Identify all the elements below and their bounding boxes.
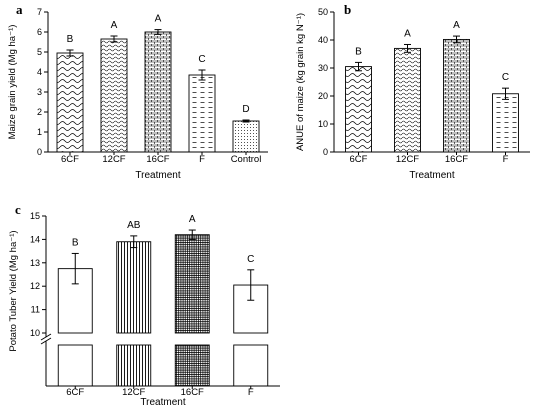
bar <box>492 93 519 153</box>
x-tick-label: F <box>199 154 205 165</box>
bar <box>116 241 152 334</box>
bar <box>174 234 210 334</box>
bar <box>56 52 84 153</box>
y-tick-label: 40 <box>318 35 328 45</box>
significance-letter: A <box>404 28 411 39</box>
y-axis-title: ANUE of maize (kg grain kg N⁻¹) <box>295 13 306 151</box>
y-tick-label: 50 <box>318 7 328 17</box>
significance-letter: B <box>355 46 362 57</box>
bar <box>345 66 372 153</box>
x-tick-label: 16CF <box>181 387 204 398</box>
error-bar <box>247 269 255 301</box>
y-axis-title: Maize grain yield (Mg ha⁻¹) <box>7 25 18 140</box>
x-axis-title: Treatment <box>409 170 454 181</box>
x-tick-label: 6CF <box>61 154 79 165</box>
y-tick-label: 6 <box>37 27 42 37</box>
panel-b-chart: b B 6CF A 12CF A 16CF C F 0 10 20 30 40 50 Treatment ANU… <box>295 2 530 181</box>
significance-letter: B <box>67 34 74 45</box>
significance-letter: C <box>502 72 509 83</box>
significance-letter: A <box>111 20 118 31</box>
y-tick-label: 15 <box>30 211 40 221</box>
y-tick-label: 2 <box>37 107 42 117</box>
x-axis-title: Treatment <box>140 397 185 408</box>
x-tick-label: 12CF <box>396 154 419 165</box>
x-tick-label: 16CF <box>445 154 468 165</box>
y-tick-label: 11 <box>31 305 40 315</box>
bar <box>100 38 128 153</box>
error-bar <box>198 69 206 81</box>
x-tick-label: F <box>248 387 254 398</box>
significance-letter: B <box>72 237 79 248</box>
bar <box>443 38 470 153</box>
bar <box>394 47 421 153</box>
y-tick-label: 13 <box>30 258 40 268</box>
y-tick-label: 5 <box>37 47 42 57</box>
error-bar <box>502 87 509 100</box>
y-tick-label: 1 <box>37 127 42 137</box>
axis-break-mark <box>40 333 52 341</box>
significance-letter: C <box>198 54 205 65</box>
y-tick-label: 14 <box>30 234 40 244</box>
bar <box>232 120 260 153</box>
y-tick-label: 0 <box>37 147 42 157</box>
y-tick-label: 0 <box>323 147 328 157</box>
error-bar <box>110 35 118 43</box>
x-axis-title: Treatment <box>135 170 180 181</box>
error-bar <box>453 35 460 44</box>
x-tick-label: Control <box>231 154 262 165</box>
bar-lower <box>233 344 269 387</box>
error-bar <box>355 61 362 72</box>
error-bar <box>66 49 74 57</box>
significance-letter: A <box>189 214 196 225</box>
bar <box>57 268 93 334</box>
panel-letter: a <box>16 2 23 17</box>
significance-letter: A <box>453 20 460 31</box>
y-tick-label: 7 <box>37 7 42 17</box>
significance-letter: A <box>155 14 162 25</box>
panel-letter: c <box>15 202 21 217</box>
y-tick-label: 30 <box>318 63 328 73</box>
y-axis-title: Potato Tuber Yield (Mg ha⁻¹) <box>8 230 19 351</box>
error-bar <box>130 235 138 249</box>
error-bar <box>404 43 411 53</box>
x-tick-label: 12CF <box>122 387 145 398</box>
significance-letter: C <box>247 254 254 265</box>
x-tick-label: F <box>503 154 509 165</box>
panel-a-chart: a B 6CF A 12CF A 16CF C F D Control 0 1 2 3 4 5 6 7 Treatme… <box>7 2 268 181</box>
significance-letter: AB <box>127 220 141 231</box>
y-tick-label: 12 <box>30 281 40 291</box>
error-bar <box>71 252 79 285</box>
y-tick-label: 10 <box>318 119 328 129</box>
x-tick-label: 12CF <box>102 154 125 165</box>
x-tick-label: 16CF <box>146 154 169 165</box>
error-bar <box>188 229 196 240</box>
y-tick-label: 10 <box>30 328 40 338</box>
x-tick-label: 6CF <box>350 154 368 165</box>
panel-letter: b <box>344 2 351 17</box>
bar-lower <box>174 344 210 387</box>
bar <box>144 31 172 153</box>
error-bar <box>154 29 162 35</box>
bar-lower <box>57 344 93 387</box>
error-bar <box>242 119 250 123</box>
panel-c-chart: c B 6CF AB 12CF A 16CF C F 10 11 12 13 14 15 Treatment P… <box>8 202 280 408</box>
bar <box>188 74 216 153</box>
y-tick-label: 20 <box>318 91 328 101</box>
y-tick-label: 4 <box>37 67 42 77</box>
y-tick-label: 3 <box>37 87 42 97</box>
bar-lower <box>116 344 152 387</box>
significance-letter: D <box>242 104 249 115</box>
axis-break-mark <box>40 337 52 345</box>
x-tick-label: 6CF <box>66 387 84 398</box>
